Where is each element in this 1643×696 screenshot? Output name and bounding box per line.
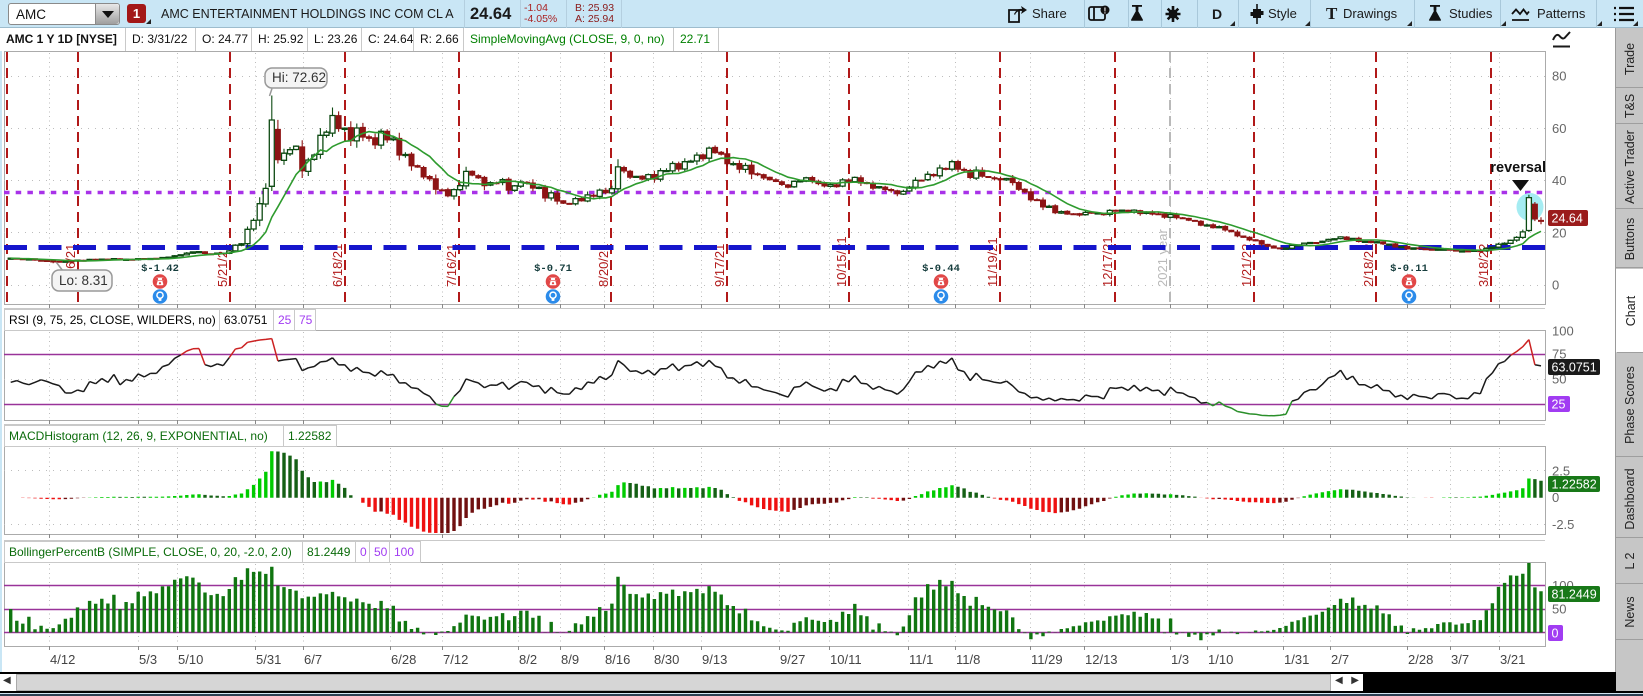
svg-text:5/10: 5/10 [178, 652, 203, 667]
svg-text:12/13: 12/13 [1085, 652, 1118, 667]
svg-text:8/2: 8/2 [519, 652, 537, 667]
svg-text:9/17/21: 9/17/21 [712, 244, 727, 287]
svg-text:80: 80 [1552, 69, 1566, 84]
svg-text:81.2449: 81.2449 [1552, 588, 1597, 602]
svg-text:75: 75 [1552, 347, 1566, 362]
svg-text:0: 0 [1552, 278, 1559, 293]
svg-text:7/12: 7/12 [443, 652, 468, 667]
svg-text:1/10: 1/10 [1208, 652, 1233, 667]
svg-text:7/16/21: 7/16/21 [444, 244, 459, 287]
svg-text:2/18/22: 2/18/22 [1361, 244, 1376, 287]
svg-text:63.0751: 63.0751 [1552, 361, 1597, 375]
svg-text:11/29: 11/29 [1031, 652, 1063, 667]
svg-text:3/18/22: 3/18/22 [1476, 244, 1491, 287]
svg-text:5/31: 5/31 [256, 652, 281, 667]
svg-text:$-1.42: $-1.42 [141, 263, 179, 275]
svg-text:5/3: 5/3 [139, 652, 157, 667]
svg-text:10/11: 10/11 [830, 652, 862, 667]
svg-text:!: ! [1104, 7, 1107, 16]
svg-text:6/7: 6/7 [304, 652, 322, 667]
svg-text:9/13: 9/13 [702, 652, 727, 667]
svg-text:11/19/21: 11/19/21 [985, 237, 1000, 287]
svg-text:6/28: 6/28 [391, 652, 416, 667]
svg-text:25: 25 [1552, 398, 1566, 412]
svg-text:3/21: 3/21 [1500, 652, 1525, 667]
svg-text:4/12: 4/12 [50, 652, 75, 667]
svg-text:2/7: 2/7 [1331, 652, 1349, 667]
svg-text:0: 0 [1552, 627, 1559, 641]
svg-text:40: 40 [1552, 173, 1566, 188]
svg-text:6/18/21: 6/18/21 [330, 244, 345, 287]
svg-text:10/15/21: 10/15/21 [834, 236, 849, 287]
svg-text:5/21/21: 5/21/21 [215, 244, 230, 287]
svg-text:2.5: 2.5 [1552, 463, 1570, 478]
svg-text:9/27: 9/27 [780, 652, 805, 667]
svg-text:$-0.11: $-0.11 [1390, 263, 1428, 275]
svg-text:12/17/21: 12/17/21 [1100, 236, 1115, 287]
svg-text:0: 0 [1552, 490, 1559, 505]
svg-text:reversal: reversal [1490, 160, 1546, 176]
svg-text:50: 50 [1552, 372, 1566, 387]
svg-text:3/7: 3/7 [1451, 652, 1469, 667]
svg-text:Hi: 72.62: Hi: 72.62 [272, 70, 326, 85]
svg-text:8/30: 8/30 [654, 652, 679, 667]
svg-text:60: 60 [1552, 121, 1566, 136]
svg-text:$-0.44: $-0.44 [922, 263, 960, 275]
svg-text:2021 year: 2021 year [1155, 229, 1170, 287]
svg-text:24.64: 24.64 [1552, 212, 1583, 226]
svg-text:1/21/22: 1/21/22 [1239, 244, 1254, 287]
svg-text:11/1: 11/1 [909, 652, 933, 667]
svg-text:11/8: 11/8 [956, 652, 980, 667]
svg-text:20: 20 [1552, 225, 1566, 240]
svg-text:-2.5: -2.5 [1552, 517, 1574, 532]
svg-text:1/31: 1/31 [1284, 652, 1309, 667]
svg-text:100: 100 [1552, 324, 1574, 339]
svg-text:8/9: 8/9 [561, 652, 579, 667]
svg-text:Lo: 8.31: Lo: 8.31 [59, 273, 108, 288]
svg-text:$-0.71: $-0.71 [534, 263, 572, 275]
svg-text:8/16: 8/16 [605, 652, 630, 667]
svg-text:50: 50 [1552, 602, 1566, 617]
svg-text:8/20/21: 8/20/21 [596, 244, 611, 287]
svg-text:1/3: 1/3 [1171, 652, 1189, 667]
svg-text:2/28: 2/28 [1408, 652, 1433, 667]
svg-text:1.22582: 1.22582 [1552, 478, 1597, 492]
